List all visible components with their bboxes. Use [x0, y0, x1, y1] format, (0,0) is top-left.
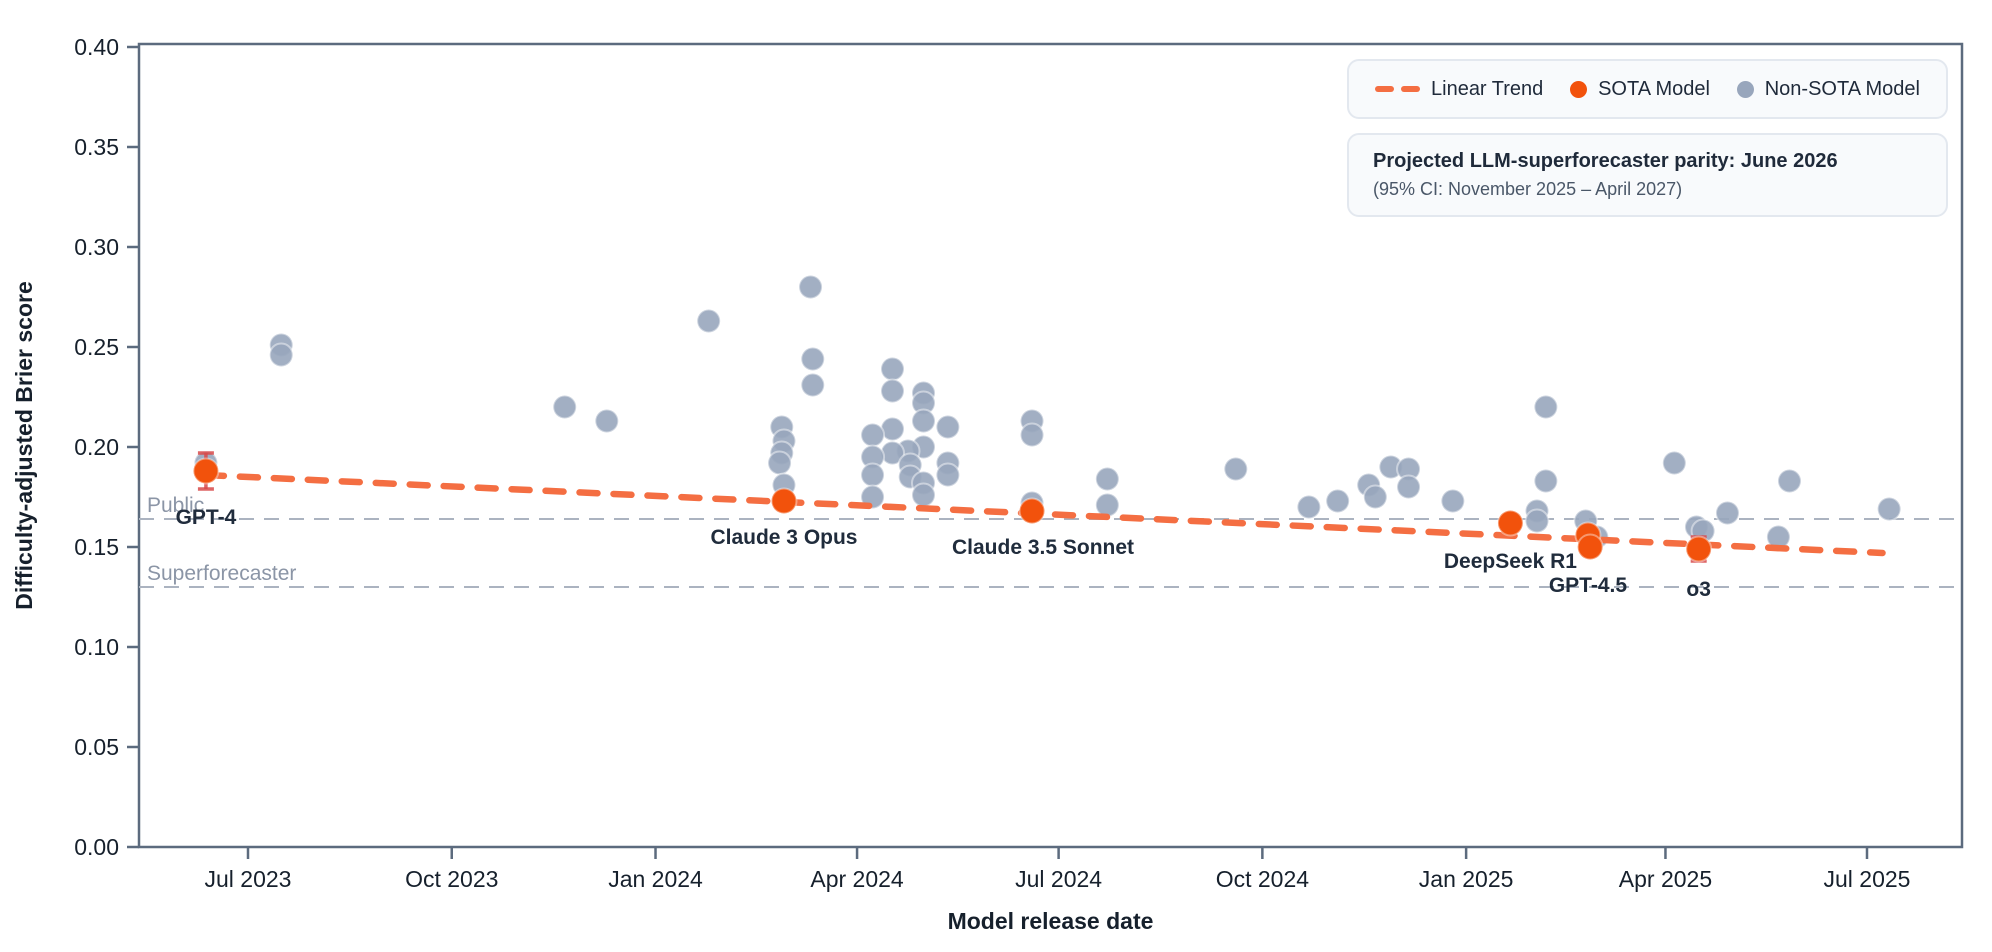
x-tick-label: Apr 2024 — [810, 866, 904, 892]
y-tick-label: 0.20 — [74, 434, 119, 460]
non-sota-point — [911, 408, 937, 434]
sota-point-deepseek-r1 — [1496, 509, 1524, 537]
non-sota-point — [879, 356, 905, 382]
y-tick-label: 0.05 — [74, 734, 119, 760]
x-tick-label: Jul 2024 — [1015, 866, 1102, 892]
parity-projection-title: Projected LLM-superforecaster parity: Ju… — [1373, 150, 1838, 172]
non-sota-point — [935, 414, 961, 440]
legend-item-linear-trend: Linear Trend — [1375, 78, 1543, 101]
y-tick-label: 0.15 — [74, 534, 119, 560]
non-sota-point — [268, 342, 294, 368]
legend-item-non-sota-model: Non-SOTA Model — [1736, 77, 1920, 101]
non-sota-point — [1440, 488, 1466, 514]
non-sota-point — [552, 394, 578, 420]
non-sota-point — [879, 378, 905, 404]
y-tick-label: 0.00 — [74, 834, 119, 860]
x-tick-label: Jul 2025 — [1824, 866, 1911, 892]
model-label: Claude 3.5 Sonnet — [952, 536, 1134, 559]
non-sota-point — [696, 308, 722, 334]
non-sota-point — [1776, 468, 1802, 494]
non-sota-point — [911, 482, 937, 508]
sota-dot-icon — [1570, 80, 1588, 98]
non-sota-point — [1223, 456, 1249, 482]
non-sota-point — [860, 422, 886, 448]
reference-line-label: Public — [147, 494, 204, 517]
non-sota-point — [860, 462, 886, 488]
non-sota-point — [767, 450, 793, 476]
x-tick-label: Apr 2025 — [1619, 866, 1712, 892]
parity-projection-annotation: Projected LLM-superforecaster parity: Ju… — [1347, 133, 1948, 217]
non-sota-point — [800, 372, 826, 398]
non-sota-dot-icon — [1736, 80, 1754, 98]
non-sota-point — [1094, 466, 1120, 492]
non-sota-point — [1533, 468, 1559, 494]
non-sota-point — [1396, 474, 1422, 500]
non-sota-point — [798, 274, 824, 300]
legend-label-non-sota-model: Non-SOTA Model — [1764, 77, 1920, 100]
non-sota-point — [1876, 496, 1902, 522]
legend-label-linear-trend: Linear Trend — [1431, 77, 1544, 100]
non-sota-point — [1661, 450, 1687, 476]
y-tick-label: 0.40 — [74, 34, 119, 60]
non-sota-point — [594, 408, 620, 434]
non-sota-point — [1019, 422, 1045, 448]
model-label: o3 — [1686, 578, 1711, 601]
linear-trend-dash-icon — [1375, 86, 1420, 92]
x-axis-title: Model release date — [948, 908, 1154, 934]
chart-legend: Linear Trend SOTA Model Non-SOTA Model — [1347, 59, 1948, 119]
x-tick-label: Oct 2024 — [1216, 866, 1310, 892]
y-tick-label: 0.25 — [74, 334, 119, 360]
reference-line-label: Superforecaster — [147, 562, 296, 585]
x-tick-label: Oct 2023 — [405, 866, 498, 892]
sota-point-o3 — [1685, 535, 1713, 563]
non-sota-point — [1325, 488, 1351, 514]
x-tick-label: Jul 2023 — [205, 866, 292, 892]
sota-point-claude-3-opus — [770, 487, 798, 515]
plot-border — [137, 42, 1964, 849]
y-tick-label: 0.30 — [74, 234, 119, 260]
x-tick-label: Jan 2025 — [1419, 866, 1514, 892]
non-sota-point — [935, 462, 961, 488]
y-tick-label: 0.35 — [74, 134, 119, 160]
model-label: GPT-4 — [176, 506, 237, 529]
y-axis-title: Difficulty-adjusted Brier score — [11, 281, 37, 609]
model-label: GPT-4.5 — [1549, 574, 1628, 597]
sota-point-gpt-4 — [192, 457, 220, 485]
non-sota-point — [1714, 500, 1740, 526]
linear-trend-line — [202, 471, 1886, 557]
non-sota-point — [1524, 508, 1550, 534]
parity-projection-ci: (95% CI: November 2025 – April 2027) — [1373, 179, 1683, 199]
non-sota-point — [1296, 494, 1322, 520]
sota-point-claude-3.5-sonnet — [1018, 497, 1046, 525]
model-label: Claude 3 Opus — [710, 526, 857, 549]
sota-point — [1576, 533, 1604, 561]
legend-label-sota-model: SOTA Model — [1598, 77, 1710, 100]
model-label: DeepSeek R1 — [1444, 550, 1577, 573]
non-sota-point — [1533, 394, 1559, 420]
x-tick-label: Jan 2024 — [608, 866, 703, 892]
non-sota-point — [800, 346, 826, 372]
non-sota-point — [1094, 492, 1120, 518]
legend-item-sota-model: SOTA Model — [1570, 78, 1710, 101]
y-tick-label: 0.10 — [74, 634, 119, 660]
non-sota-point — [1362, 484, 1388, 510]
